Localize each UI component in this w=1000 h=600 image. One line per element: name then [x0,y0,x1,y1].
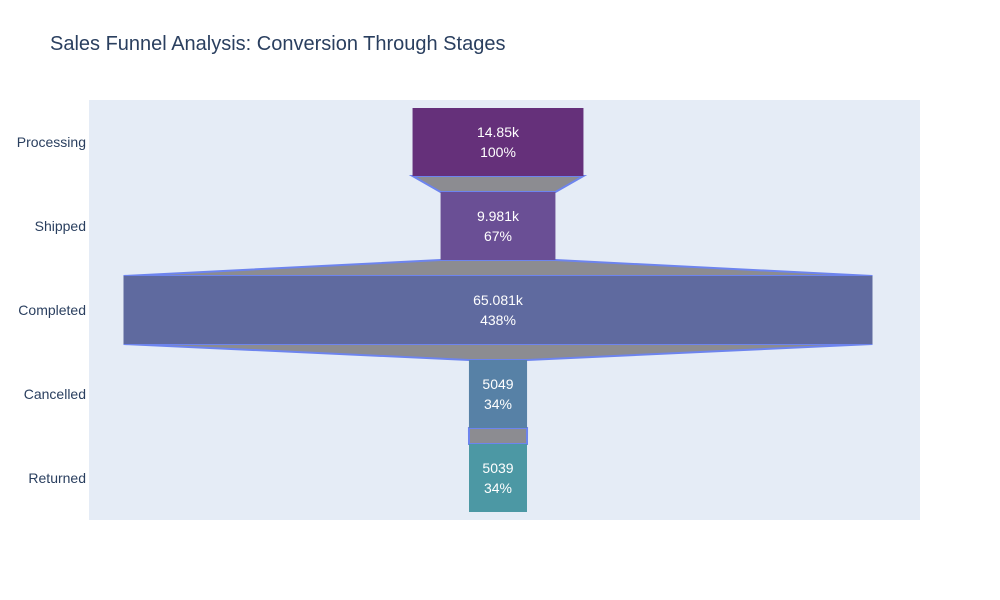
funnel-bar-processing [412,108,584,176]
funnel-connector-1 [408,175,588,193]
y-tick-label: Cancelled [24,386,86,402]
bar-value-label: 5049 [482,376,513,392]
funnel-bars [123,108,873,512]
bar-percent-label: 438% [480,312,516,328]
y-tick-label: Completed [18,302,86,318]
y-tick-label: Returned [28,470,86,486]
y-tick-label: Processing [17,134,86,150]
funnel-bar-cancelled [468,360,528,428]
bar-value-label: 9.981k [477,208,520,224]
bar-percent-label: 100% [480,144,516,160]
bar-percent-label: 34% [484,396,512,412]
y-tick-label: Shipped [35,218,86,234]
bar-percent-label: 67% [484,228,512,244]
funnel-bar-completed [123,276,873,344]
bar-percent-label: 34% [484,480,512,496]
funnel-connector-4 [467,427,529,445]
chart-title: Sales Funnel Analysis: Conversion Throug… [50,33,505,55]
bar-value-label: 5039 [482,460,513,476]
bar-value-label: 65.081k [473,292,524,308]
funnel-bar-labels: 14.85k 100% 9.981k 67% 65.081k 438% 5049 34% 503… [473,124,524,496]
y-axis-ticks: Processing Shipped Completed Cancelled Retur… [17,134,86,486]
funnel-bar-shipped [440,192,556,260]
bar-value-label: 14.85k [477,124,520,140]
funnel-bar-returned [469,444,527,512]
